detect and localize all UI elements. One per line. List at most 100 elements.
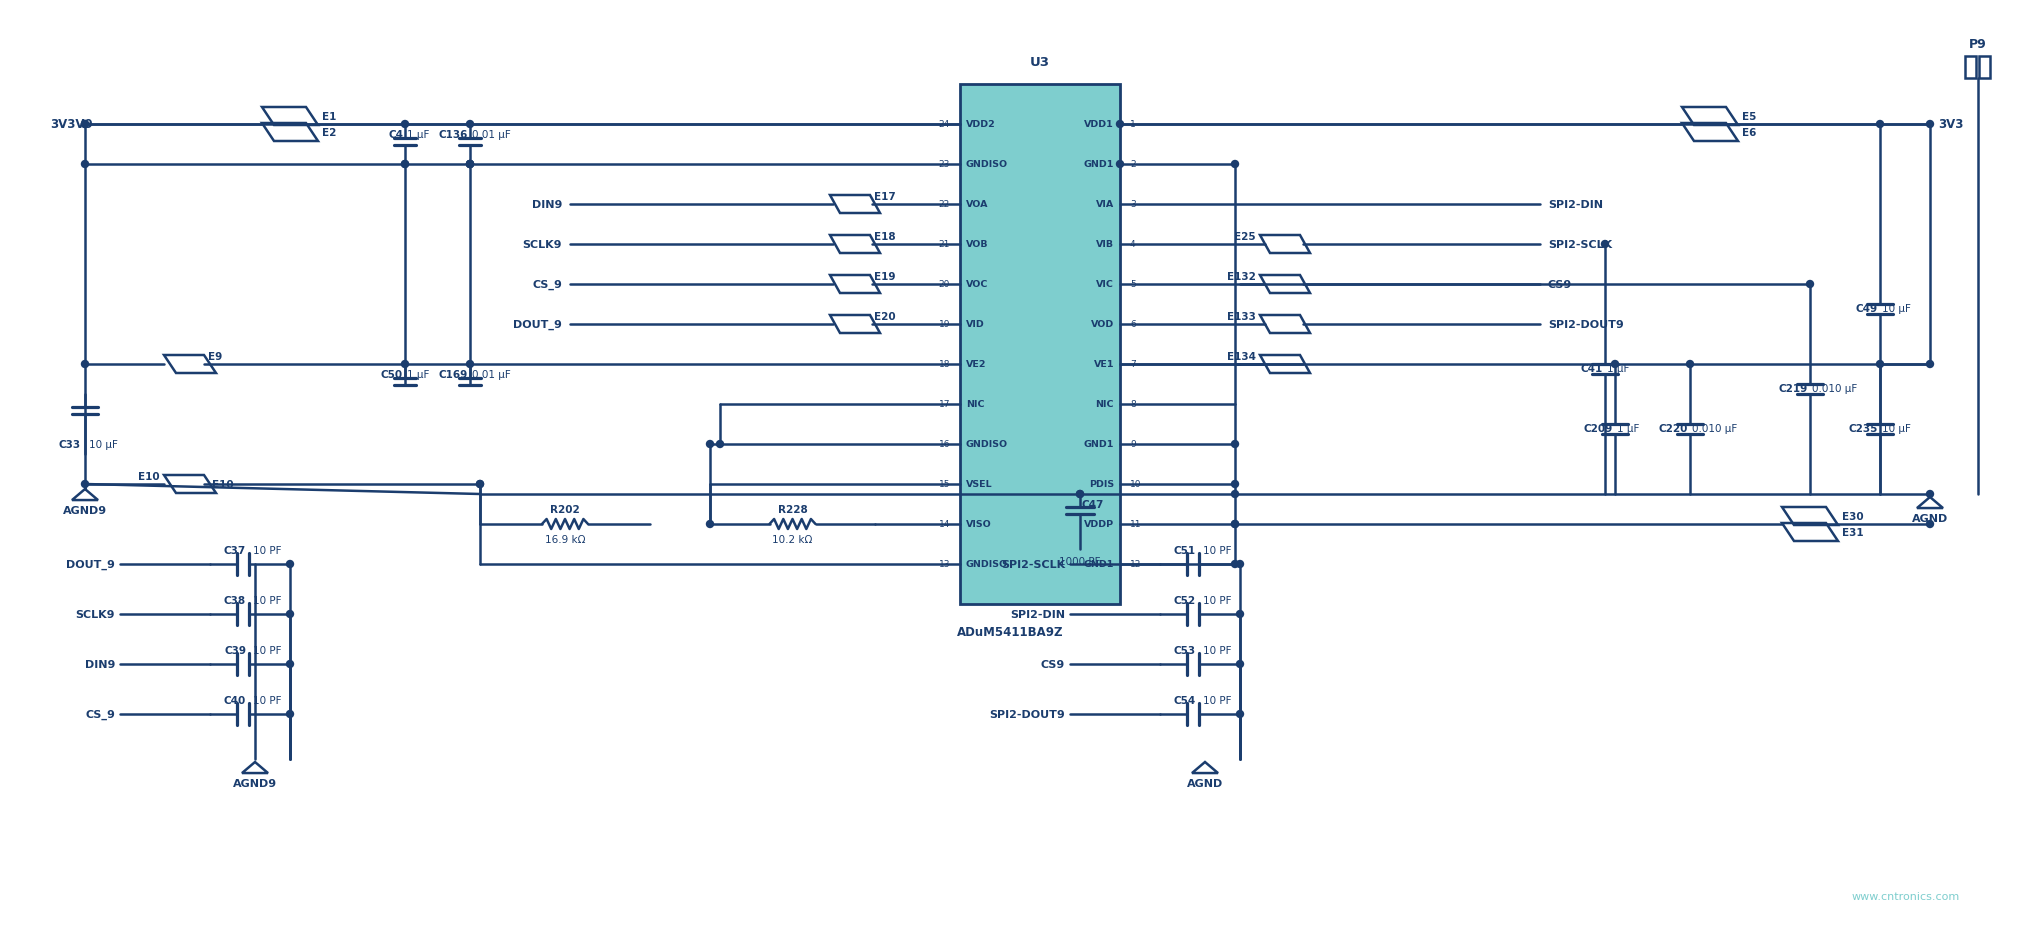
Text: E10: E10 <box>211 480 233 490</box>
Circle shape <box>1876 362 1884 368</box>
Text: C51: C51 <box>1173 546 1196 555</box>
Text: VDD1: VDD1 <box>1084 121 1114 129</box>
Circle shape <box>1232 161 1238 168</box>
Circle shape <box>286 561 294 568</box>
Circle shape <box>1236 611 1244 617</box>
Text: DIN9: DIN9 <box>532 200 562 210</box>
Text: SPI2-SCLK: SPI2-SCLK <box>1549 240 1612 250</box>
Circle shape <box>467 122 473 128</box>
Text: VISO: VISO <box>966 520 993 529</box>
Circle shape <box>1232 481 1238 488</box>
Text: AGND: AGND <box>1188 778 1224 788</box>
Circle shape <box>81 362 89 368</box>
Text: E5: E5 <box>1742 112 1756 122</box>
Text: 10 PF: 10 PF <box>1202 696 1232 705</box>
Text: VOA: VOA <box>966 200 989 210</box>
Text: 10.2 kΩ: 10.2 kΩ <box>771 534 812 545</box>
Text: E9: E9 <box>207 351 221 362</box>
Text: P9: P9 <box>1969 39 1987 51</box>
Text: 0.01 μF: 0.01 μF <box>473 370 512 379</box>
Text: 7: 7 <box>1131 360 1135 369</box>
Circle shape <box>467 362 473 368</box>
Text: C4: C4 <box>388 130 404 140</box>
Text: U3: U3 <box>1029 57 1050 70</box>
Circle shape <box>1236 661 1244 667</box>
Text: GND1: GND1 <box>1084 160 1114 169</box>
Text: GNDISO: GNDISO <box>966 160 1009 169</box>
Text: DOUT_9: DOUT_9 <box>67 559 116 569</box>
Text: NIC: NIC <box>966 400 985 409</box>
Text: C38: C38 <box>223 596 246 605</box>
Text: 3V3V9: 3V3V9 <box>51 118 93 131</box>
Text: E20: E20 <box>875 312 895 322</box>
Text: VDDP: VDDP <box>1084 520 1114 529</box>
Text: 15: 15 <box>938 480 950 489</box>
Circle shape <box>402 161 408 168</box>
Circle shape <box>467 161 473 168</box>
Circle shape <box>1116 161 1123 168</box>
Circle shape <box>81 161 89 168</box>
Circle shape <box>1116 122 1123 128</box>
Circle shape <box>717 441 723 448</box>
Text: 9: 9 <box>1131 440 1135 449</box>
Text: VSEL: VSEL <box>966 480 993 489</box>
Text: 10 PF: 10 PF <box>254 646 282 655</box>
Text: E19: E19 <box>875 272 895 281</box>
Text: 10 μF: 10 μF <box>1882 424 1910 433</box>
Text: 18: 18 <box>938 360 950 369</box>
Text: GNDISO: GNDISO <box>966 560 1009 569</box>
Circle shape <box>1687 362 1693 368</box>
Circle shape <box>1236 711 1244 717</box>
Text: C209: C209 <box>1583 424 1614 433</box>
Text: E30: E30 <box>1841 512 1864 521</box>
Circle shape <box>1232 441 1238 448</box>
Text: C220: C220 <box>1659 424 1689 433</box>
Text: 5: 5 <box>1131 280 1135 289</box>
Text: VOD: VOD <box>1090 320 1114 329</box>
Text: 8: 8 <box>1131 400 1135 409</box>
Text: 12: 12 <box>1131 560 1141 569</box>
Text: SPI2-DOUT9: SPI2-DOUT9 <box>1549 320 1624 329</box>
Circle shape <box>1236 561 1244 568</box>
Text: ADuM5411BA9Z: ADuM5411BA9Z <box>956 626 1064 639</box>
Text: 3V3: 3V3 <box>1939 118 1963 131</box>
Text: VE2: VE2 <box>966 360 987 369</box>
Text: C33: C33 <box>59 440 81 449</box>
Text: E25: E25 <box>1234 232 1257 242</box>
Text: 0.010 μF: 0.010 μF <box>1691 424 1738 433</box>
Circle shape <box>477 481 483 488</box>
Bar <box>1965 57 1977 79</box>
Text: PDIS: PDIS <box>1088 480 1114 489</box>
Text: 1 μF: 1 μF <box>1608 363 1630 374</box>
Circle shape <box>467 161 473 168</box>
Text: C47: C47 <box>1082 499 1104 510</box>
Circle shape <box>706 521 713 528</box>
Bar <box>960 85 1121 604</box>
Text: VOC: VOC <box>966 280 989 289</box>
Text: 19: 19 <box>938 320 950 329</box>
Circle shape <box>1232 491 1238 498</box>
Text: E6: E6 <box>1742 127 1756 138</box>
Text: E2: E2 <box>323 127 337 138</box>
Circle shape <box>467 161 473 168</box>
Circle shape <box>81 481 89 488</box>
Circle shape <box>81 122 89 128</box>
Circle shape <box>402 122 408 128</box>
Circle shape <box>286 661 294 667</box>
Text: 1 μF: 1 μF <box>406 130 430 140</box>
Text: VID: VID <box>966 320 985 329</box>
Text: GND1: GND1 <box>1084 560 1114 569</box>
Text: C41: C41 <box>1581 363 1604 374</box>
Text: 2: 2 <box>1131 160 1135 169</box>
Text: 11: 11 <box>1131 520 1141 529</box>
Circle shape <box>402 161 408 168</box>
Text: 22: 22 <box>938 200 950 210</box>
Text: GNDISO: GNDISO <box>966 440 1009 449</box>
Circle shape <box>1926 491 1933 498</box>
Text: C50: C50 <box>382 370 404 379</box>
Text: 23: 23 <box>938 160 950 169</box>
Text: SPI2-DIN: SPI2-DIN <box>1011 610 1066 619</box>
Text: CS_9: CS_9 <box>532 279 562 290</box>
Circle shape <box>1076 491 1084 498</box>
Text: SCLK9: SCLK9 <box>522 240 562 250</box>
